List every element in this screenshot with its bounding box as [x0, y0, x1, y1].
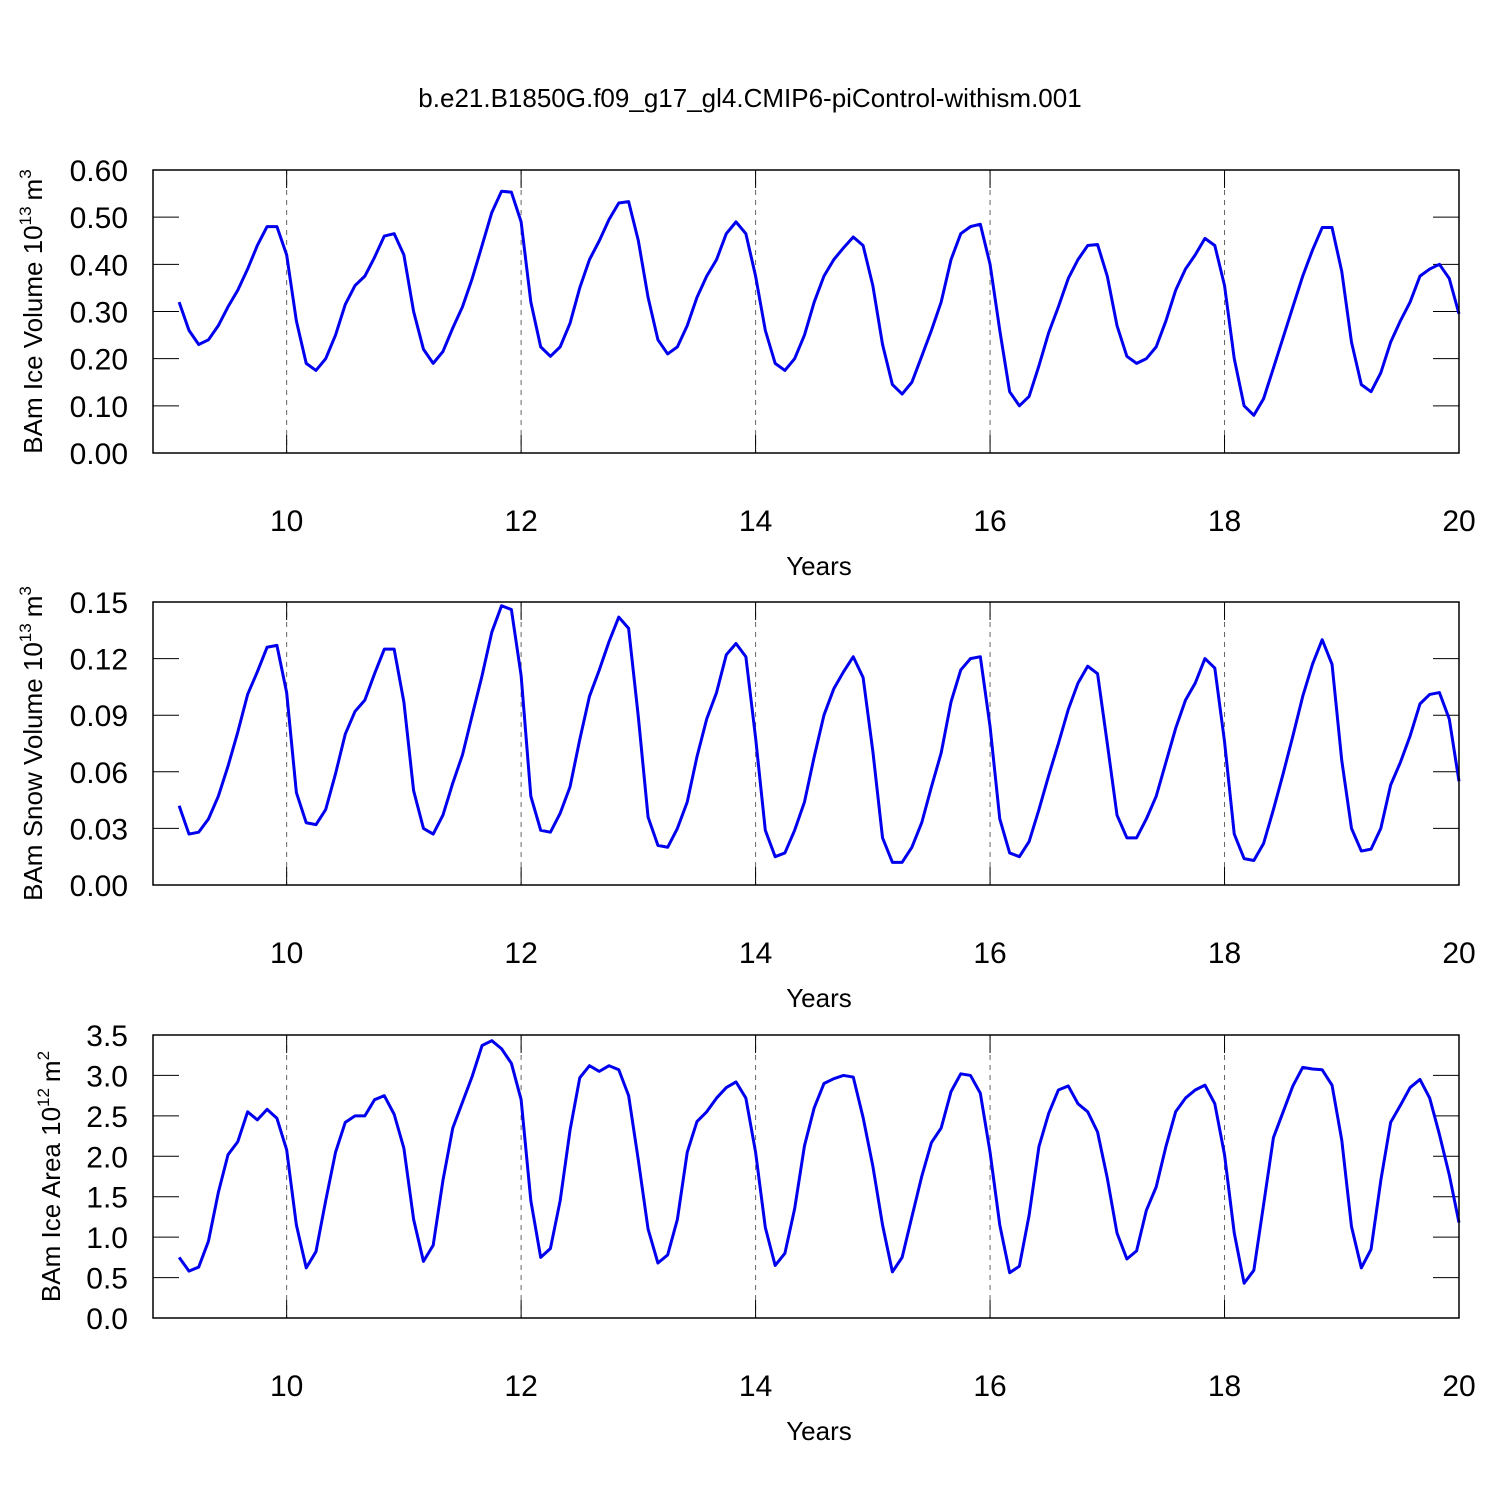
x-tick-label: 20	[1442, 505, 1475, 538]
x-tick-label: 20	[1442, 1370, 1475, 1403]
y-tick-label: 0.10	[70, 391, 128, 424]
x-tick-label: 14	[739, 1370, 772, 1403]
y-tick-label: 0.09	[70, 700, 128, 733]
y-tick-label: 0.20	[70, 344, 128, 377]
y-tick-label: 0.60	[70, 155, 128, 188]
x-tick-label: 12	[504, 505, 537, 538]
y-tick-label: 0.5	[86, 1263, 128, 1296]
y-axis-title-text: BAm Snow Volume 10	[18, 642, 48, 901]
x-tick-label: 14	[739, 505, 772, 538]
x-axis-title: Years	[786, 551, 852, 581]
x-tick-label: 10	[270, 1370, 303, 1403]
y-axis-title-text: BAm Ice Volume 10	[18, 225, 48, 453]
data-line	[177, 189, 1461, 417]
y-axis-title-exp: 2	[34, 1051, 53, 1060]
y-axis-title-exp: 12	[34, 1088, 53, 1107]
x-tick-label: 10	[270, 937, 303, 970]
y-axis-title: BAm Ice Area 1012 m2	[34, 1051, 66, 1302]
y-tick-label: 1.5	[86, 1182, 128, 1215]
x-tick-label: 12	[504, 937, 537, 970]
plot-frame	[152, 601, 1460, 886]
y-tick-label: 0.12	[70, 644, 128, 677]
data-line	[177, 604, 1461, 864]
y-tick-label: 3.5	[86, 1020, 128, 1053]
figure-title: b.e21.B1850G.f09_g17_gl4.CMIP6-piControl…	[418, 83, 1081, 113]
x-tick-label: 14	[739, 937, 772, 970]
y-tick-label: 0.00	[70, 438, 128, 471]
y-axis-title-exp: 13	[16, 206, 35, 225]
data-line	[177, 1039, 1461, 1285]
y-tick-label: 0.00	[70, 870, 128, 903]
y-tick-label: 0.50	[70, 202, 128, 235]
plot-frame	[152, 169, 1460, 454]
y-axis-title-unit: m	[18, 179, 48, 201]
y-tick-label: 0.15	[70, 587, 128, 620]
y-axis-title: BAm Ice Volume 1013 m3	[16, 169, 48, 453]
y-tick-label: 0.06	[70, 757, 128, 790]
y-axis-title-exp: 13	[16, 623, 35, 642]
y-axis-title-text: BAm Ice Area 10	[36, 1107, 66, 1302]
x-tick-label: 16	[973, 937, 1006, 970]
y-axis-title-unit: m	[36, 1060, 66, 1082]
plot-frame	[152, 1034, 1460, 1319]
y-tick-label: 2.0	[86, 1141, 128, 1174]
y-axis-title: BAm Snow Volume 1013 m3	[16, 586, 48, 901]
x-tick-label: 16	[973, 505, 1006, 538]
y-axis-title-exp: 3	[16, 169, 35, 178]
x-axis-title: Years	[786, 1416, 852, 1446]
y-tick-label: 0.30	[70, 297, 128, 330]
y-tick-label: 0.03	[70, 813, 128, 846]
y-tick-label: 2.5	[86, 1101, 128, 1134]
x-tick-label: 10	[270, 505, 303, 538]
x-tick-label: 18	[1208, 1370, 1241, 1403]
x-tick-label: 12	[504, 1370, 537, 1403]
x-axis-title: Years	[786, 983, 852, 1013]
x-tick-label: 18	[1208, 505, 1241, 538]
y-tick-label: 3.0	[86, 1060, 128, 1093]
x-tick-label: 16	[973, 1370, 1006, 1403]
y-axis-title-unit: m	[18, 596, 48, 618]
y-axis-title-exp: 3	[16, 586, 35, 595]
y-tick-label: 0.0	[86, 1303, 128, 1336]
x-tick-label: 18	[1208, 937, 1241, 970]
x-tick-label: 20	[1442, 937, 1475, 970]
y-tick-label: 0.40	[70, 249, 128, 282]
y-tick-label: 1.0	[86, 1222, 128, 1255]
